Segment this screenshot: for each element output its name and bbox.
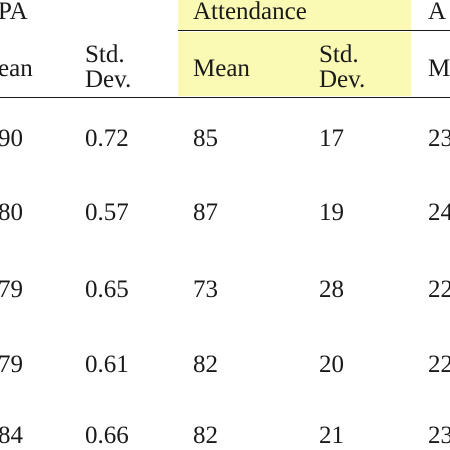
cell-gpa-mean: 90: [0, 125, 23, 152]
group-header-age: A: [428, 0, 447, 25]
cell-gpa-mean: 80: [0, 199, 23, 226]
cell-gpa-sd: 0.61: [85, 351, 129, 378]
cell-attendance-sd: 17: [319, 125, 344, 152]
cell-gpa-sd: 0.72: [85, 125, 129, 152]
subheader-attendance-sd-line2: Dev.: [319, 66, 366, 93]
cell-attendance-sd: 28: [319, 276, 344, 303]
cell-gpa-mean: 84: [0, 422, 23, 449]
cell-gpa-mean: 79: [0, 276, 23, 303]
header-bottom-rule: [0, 97, 450, 99]
cell-gpa-sd: 0.66: [85, 422, 129, 449]
cell-age-mean: 22: [428, 351, 450, 378]
cell-attendance-mean: 73: [193, 276, 218, 303]
cell-attendance-mean: 82: [193, 351, 218, 378]
cell-attendance-mean: 87: [193, 199, 218, 226]
cell-age-mean: 22: [428, 276, 450, 303]
attendance-subheader-highlight: [178, 32, 411, 96]
group-header-attendance: Attendance: [193, 0, 307, 25]
subheader-attendance-sd-line1: Std.: [319, 41, 359, 68]
subheader-gpa-mean: ean: [0, 55, 33, 82]
cell-attendance-sd: 19: [319, 199, 344, 226]
group-header-rule: [178, 30, 450, 32]
subheader-gpa-sd-line1: Std.: [85, 41, 125, 68]
subheader-age-mean: M: [428, 55, 450, 82]
cell-attendance-sd: 21: [319, 422, 344, 449]
attendance-header-highlight: [178, 0, 411, 30]
cell-gpa-sd: 0.65: [85, 276, 129, 303]
cell-attendance-mean: 85: [193, 125, 218, 152]
subheader-gpa-sd-line2: Dev.: [85, 66, 132, 93]
cell-gpa-sd: 0.57: [85, 199, 129, 226]
cell-gpa-mean: 79: [0, 351, 23, 378]
cell-age-mean: 23: [428, 125, 450, 152]
cell-age-mean: 23: [428, 422, 450, 449]
group-header-gpa: PA: [0, 0, 28, 25]
subheader-attendance-mean: Mean: [193, 55, 250, 82]
cell-attendance-sd: 20: [319, 351, 344, 378]
cell-attendance-mean: 82: [193, 422, 218, 449]
cell-age-mean: 24: [428, 199, 450, 226]
